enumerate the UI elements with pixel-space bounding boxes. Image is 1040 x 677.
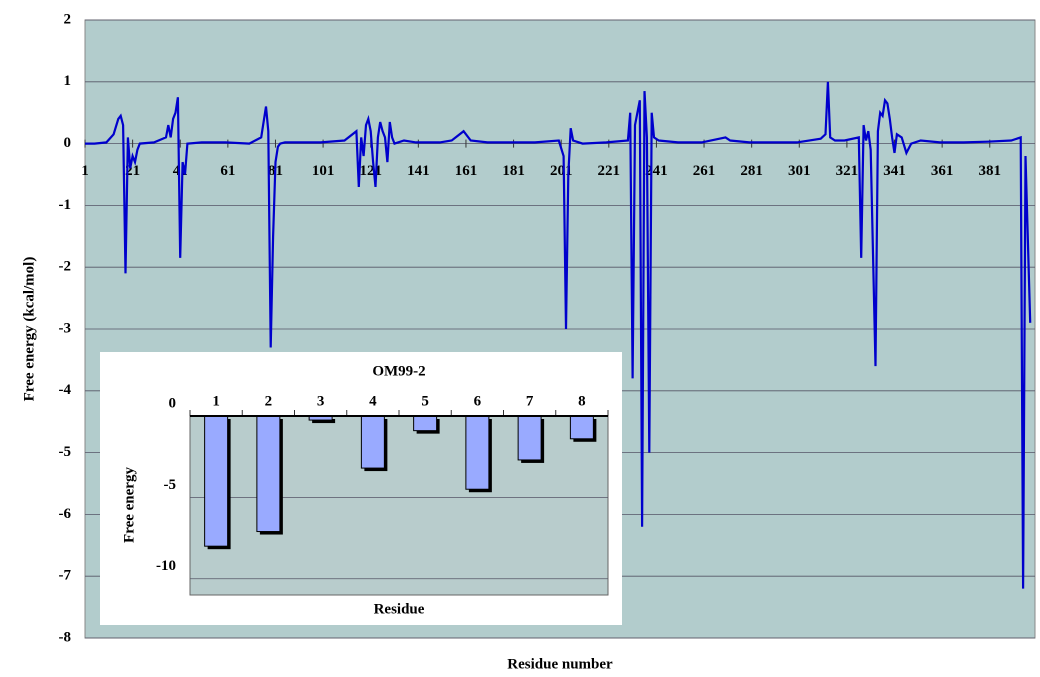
line-series (85, 81, 1032, 589)
y-tick-label: 2 (64, 11, 72, 27)
y-tick-label: -5 (59, 444, 72, 460)
x-axis-title: Residue number (507, 656, 613, 672)
bar-shadow (312, 419, 336, 424)
x-tick-label: 101 (312, 163, 335, 179)
x-tick-label: 341 (883, 163, 906, 179)
x-tick-label: 8 (578, 393, 586, 409)
y-tick-label: -5 (164, 477, 177, 493)
x-tick-label: 5 (421, 393, 429, 409)
x-tick-label: 121 (359, 163, 382, 179)
y-tick-label: -10 (156, 558, 176, 574)
x-tick-label: 361 (931, 163, 954, 179)
y-axis-title: Free energy (kcal/mol) (21, 257, 37, 402)
x-tick-label: 201 (550, 163, 573, 179)
x-tick-label: 301 (788, 163, 811, 179)
bar (204, 415, 229, 547)
y-tick-label: 0 (169, 395, 177, 411)
x-tick-label: 321 (836, 163, 859, 179)
y-tick-label: -8 (59, 629, 72, 645)
x-tick-label: 1 (212, 393, 220, 409)
x-tick-label: 241 (645, 163, 668, 179)
bar (465, 415, 490, 490)
y-tick-label: 0 (64, 135, 72, 151)
y-tick-label: -2 (59, 259, 72, 275)
bar (569, 415, 594, 440)
x-tick-label: 161 (455, 163, 478, 179)
bar (360, 415, 385, 469)
x-tick-label: 221 (598, 163, 621, 179)
y-tick-label: -1 (59, 197, 72, 213)
bar (256, 415, 281, 533)
inset-chart: -10 -5 0 1 2 3 4 5 6 7 8 (156, 393, 609, 580)
x-tick-label: 281 (740, 163, 763, 179)
x-tick-label: 21 (125, 163, 140, 179)
x-tick-label: 141 (407, 163, 430, 179)
inset-y-axis-title: Free energy (121, 467, 137, 543)
bar (517, 415, 542, 461)
x-tick-label: 181 (502, 163, 525, 179)
x-tick-label: 4 (369, 393, 377, 409)
inset-x-axis-title: Residue (374, 601, 425, 617)
x-tick-label: 61 (220, 163, 235, 179)
y-tick-label: -4 (59, 382, 72, 398)
inset-title: OM99-2 (372, 363, 425, 379)
bar (413, 415, 438, 432)
y-tick-label: -3 (59, 320, 72, 336)
x-tick-label: 7 (526, 393, 534, 409)
y-tick-label: 1 (64, 73, 72, 89)
x-tick-label: 3 (317, 393, 325, 409)
x-tick-label: 381 (979, 163, 1002, 179)
x-tick-label: 1 (81, 163, 89, 179)
inset-plot-area (189, 415, 609, 596)
x-tick-label: 6 (474, 393, 482, 409)
y-tick-label: -6 (59, 506, 72, 522)
x-tick-label: 2 (265, 393, 273, 409)
x-tick-label: 261 (693, 163, 716, 179)
y-tick-label: -7 (59, 568, 72, 584)
